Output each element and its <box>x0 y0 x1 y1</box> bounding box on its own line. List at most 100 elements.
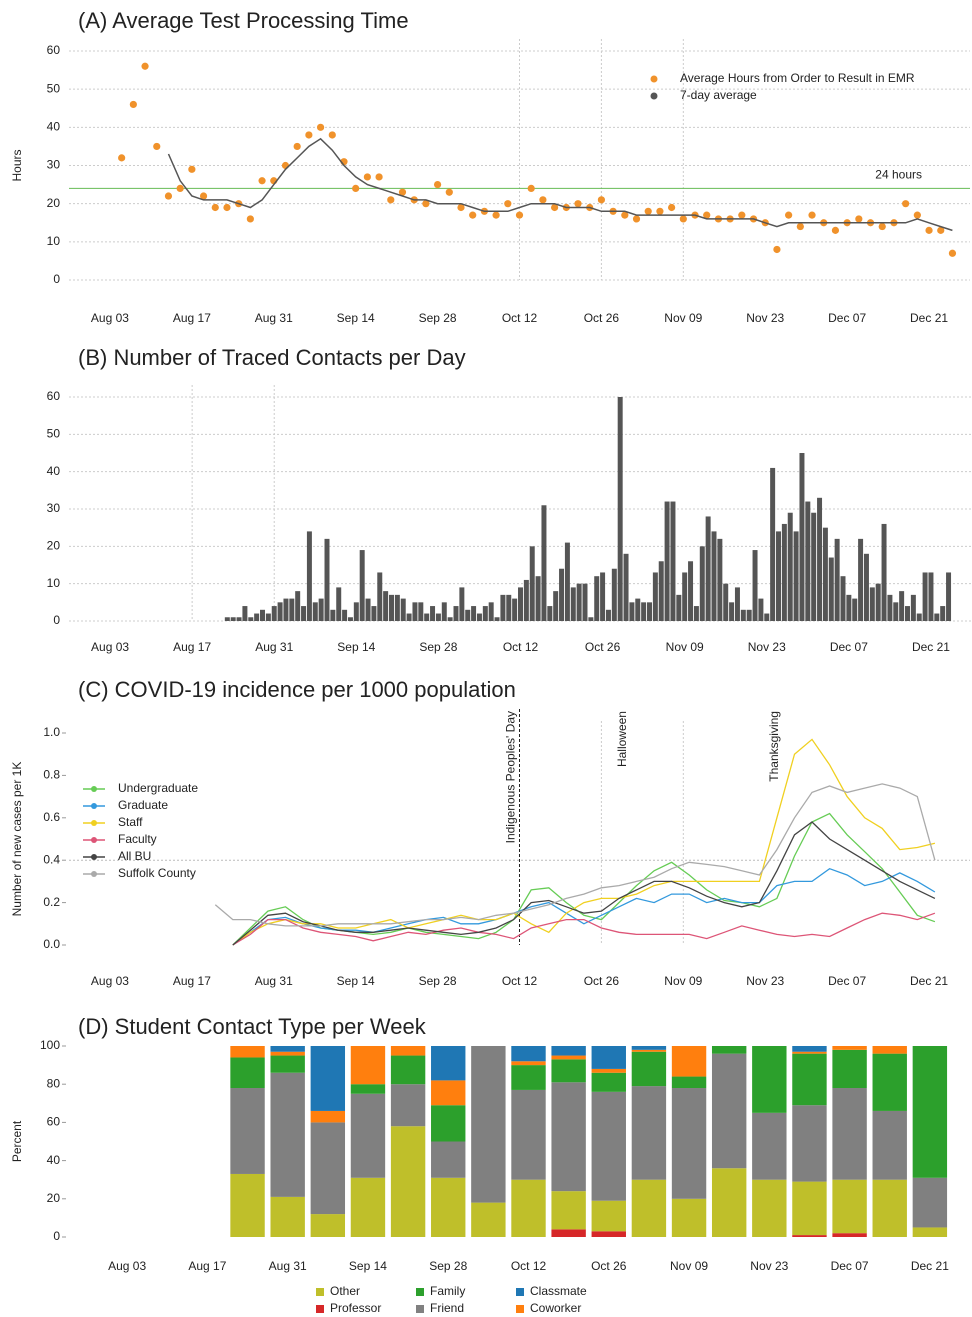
bar <box>793 531 799 621</box>
point <box>211 203 219 212</box>
bar-segment <box>431 1141 466 1178</box>
series-line <box>232 738 936 946</box>
point <box>316 123 325 131</box>
series-line <box>214 783 936 927</box>
legend-marker <box>316 1305 324 1313</box>
bar-segment <box>431 1105 466 1142</box>
bar-segment <box>270 1051 305 1056</box>
legend-marker <box>316 1288 324 1296</box>
bar <box>799 453 805 621</box>
y-tick-label: 20 <box>47 1191 61 1205</box>
y-tick-label: 60 <box>47 43 61 57</box>
bar-segment <box>792 1051 827 1054</box>
y-tick-label: 40 <box>47 1153 61 1167</box>
x-tick-label: Oct 12 <box>502 974 538 988</box>
bar <box>834 538 840 621</box>
point <box>469 211 477 219</box>
bar <box>570 587 576 621</box>
bar <box>271 606 277 621</box>
panel-title: (B) Number of Traced Contacts per Day <box>78 345 466 370</box>
bar <box>582 583 588 621</box>
x-tick-label: Nov 09 <box>664 311 702 325</box>
bar-segment <box>872 1179 907 1237</box>
y-tick-label: 1.0 <box>43 725 60 739</box>
bar <box>752 550 758 621</box>
point <box>632 215 641 223</box>
point <box>188 165 196 173</box>
legend-label: All BU <box>118 849 151 863</box>
bar-segment <box>431 1080 466 1106</box>
annotation: Indigenous Peoples' Day <box>504 711 518 843</box>
bar-segment <box>350 1177 386 1237</box>
point <box>773 245 781 254</box>
bar <box>635 598 641 621</box>
bar <box>740 609 746 621</box>
bar <box>318 598 324 621</box>
bar <box>576 583 582 621</box>
point <box>621 211 629 219</box>
point <box>246 215 254 223</box>
point <box>328 131 336 139</box>
legend-marker <box>416 1288 424 1296</box>
y-tick-label: 20 <box>47 539 61 553</box>
x-tick-label: Nov 09 <box>666 640 704 654</box>
bar-segment <box>270 1046 305 1052</box>
y-tick-label: 50 <box>47 81 61 95</box>
bar <box>336 587 342 621</box>
bar-segment <box>711 1168 747 1237</box>
point <box>363 173 371 181</box>
x-tick-label: Sep 28 <box>419 311 457 325</box>
bar <box>734 587 740 621</box>
bar <box>564 542 570 621</box>
legend-marker <box>91 854 97 860</box>
x-tick-label: Dec 07 <box>831 1259 869 1273</box>
bar <box>705 516 711 621</box>
point <box>597 196 606 204</box>
bar <box>465 609 471 621</box>
bar <box>676 594 682 621</box>
point <box>153 142 161 151</box>
legend-marker <box>91 820 97 826</box>
legend-marker <box>516 1305 524 1313</box>
legend-label: Coworker <box>530 1301 581 1315</box>
panel-title: (D) Student Contact Type per Week <box>78 1014 427 1039</box>
bar-segment <box>792 1235 827 1237</box>
bar-segment <box>671 1076 707 1089</box>
bar <box>301 606 307 621</box>
point <box>422 200 430 208</box>
bar-segment <box>832 1049 867 1089</box>
bar-segment <box>270 1055 305 1073</box>
bar-segment <box>431 1046 466 1081</box>
bar-segment <box>230 1088 265 1174</box>
point <box>679 215 687 223</box>
bar <box>424 613 430 621</box>
y-tick-label: 80 <box>47 1076 61 1090</box>
bar-segment <box>511 1046 546 1062</box>
bar <box>776 531 781 621</box>
bar-segment <box>471 1202 506 1237</box>
bar <box>887 594 893 621</box>
panel-title: (C) COVID-19 incidence per 1000 populati… <box>78 677 516 702</box>
point <box>457 203 465 212</box>
bar <box>406 613 412 621</box>
x-tick-label: Dec 21 <box>911 1259 949 1273</box>
bar <box>488 602 494 621</box>
y-axis-label: Hours <box>10 149 24 181</box>
point <box>293 142 301 151</box>
bar <box>553 591 559 621</box>
bar <box>852 598 858 621</box>
legend-marker <box>91 837 97 843</box>
legend-label: Staff <box>118 815 143 829</box>
point <box>352 184 360 192</box>
bar <box>846 594 852 621</box>
bar <box>265 613 271 621</box>
bar-segment <box>551 1082 586 1192</box>
bar <box>312 602 318 621</box>
legend-marker <box>650 92 658 100</box>
bar <box>787 512 793 621</box>
x-tick-label: Dec 21 <box>912 640 950 654</box>
bar <box>324 538 330 621</box>
bar-segment <box>230 1046 265 1058</box>
bar-segment <box>671 1198 707 1237</box>
point <box>129 100 137 109</box>
